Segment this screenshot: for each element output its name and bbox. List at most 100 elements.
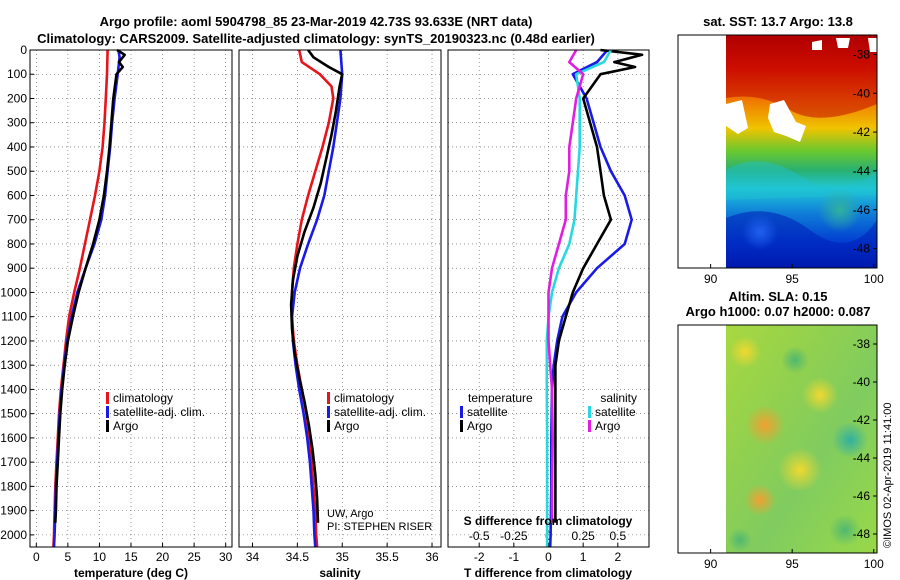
legend-s-argo-label: Argo [595,419,621,433]
salinity-legend: climatology satellite-adj. clim. Argo [327,391,426,433]
temperature-x-axis-label: temperature (deg C) [74,566,188,580]
x-tick-label: 34 [246,550,260,564]
sla-anomaly-blob [745,405,785,445]
salinity-x-axis-label: salinity [319,566,361,580]
sla-map-title-line2: Argo h1000: 0.07 h2000: 0.087 [686,304,871,319]
legend-argo-swatch [106,420,109,432]
latitude-tick-label: -46 [853,489,871,503]
longitude-tick-label: 100 [864,272,884,286]
x-tick-label: 2 [614,550,621,564]
latitude-tick-label: -44 [853,451,871,465]
depth-tick-label: 1300 [0,358,27,372]
legend-satellite-label: satellite-adj. clim. [113,405,205,419]
legend-t-argo-label: Argo [467,419,493,433]
temperature-panel: 0100200300400500600700800900100011001200… [0,43,232,580]
depth-tick-label: 1900 [0,504,27,518]
legend-satellite-label: satellite-adj. clim. [334,405,426,419]
sst-cloud-mask [836,38,850,48]
credit-text: ©IMOS 02-Apr-2019 11:41:00 [882,403,894,548]
depth-tick-label: 1700 [0,455,27,469]
salinity-panel-background [239,50,441,547]
sst-cloud-mask [868,38,877,52]
sst-cloud-mask [726,100,748,134]
temperature-legend: climatology satellite-adj. clim. Argo [106,391,205,433]
sla-map-panel: Altim. SLA: 0.15 Argo h1000: 0.07 h2000:… [677,289,884,571]
sst-front-warm [726,35,877,118]
difference-panel-frame [447,49,650,548]
x-tick-label: 15 [124,550,138,564]
difference-x-axis-label: T difference from climatology [464,566,632,580]
legend-t-satellite-swatch [460,406,463,418]
sla-map-frame [677,324,878,554]
x-tick-label: 0 [545,550,552,564]
legend-argo-swatch [327,420,330,432]
longitude-tick-label: 90 [704,272,718,286]
depth-tick-label: 1600 [0,431,27,445]
latitude-tick-label: -40 [853,375,871,389]
s-diff-tick-label: 0.25 [571,529,595,543]
sla-map-title-line1: Altim. SLA: 0.15 [729,289,828,304]
sst-map-frame [677,34,878,269]
latitude-tick-label: -40 [853,86,871,100]
sst-eddy-blob [818,188,862,232]
legend-satellite-swatch [327,406,330,418]
temperature-panel-frame [29,49,233,548]
depth-tick-label: 1400 [0,382,27,396]
sst-eddy-blob [742,214,778,250]
depth-tick-label: 200 [7,91,27,105]
x-tick-label: 10 [93,550,107,564]
pi-annotation-line2: PI: STEPHEN RISER [327,521,432,533]
salinity-panel: 34 34.5 35 35.5 36 salinity climatology sate… [238,49,442,580]
sst-map-panel: sat. SST: 13.7 Argo: 13.8 -38 -40 -42 -44 -4… [677,14,884,286]
legend-climatology-label: climatology [334,391,394,405]
sla-anomaly-blob [802,377,838,413]
x-tick-label: 20 [156,550,170,564]
legend-s-satellite-swatch [588,406,591,418]
depth-tick-label: 1200 [0,334,27,348]
sla-field [726,325,877,553]
legend-s-satellite-label: satellite [595,405,636,419]
series-line-satellite-adj-clim- [290,49,344,548]
depth-tick-label: 900 [7,261,27,275]
latitude-tick-label: -48 [853,242,871,256]
depth-tick-label: 700 [7,213,27,227]
x-tick-label: 30 [219,550,233,564]
legend-t-argo-swatch [460,420,463,432]
latitude-tick-label: -42 [853,125,871,139]
s-diff-tick-label: 0.5 [609,529,626,543]
legend-satellite-swatch [106,406,109,418]
legend-climatology-swatch [327,392,330,404]
depth-tick-label: 400 [7,140,27,154]
longitude-tick-label: 95 [786,557,800,571]
latitude-tick-label: -48 [853,527,871,541]
depth-tick-label: 500 [7,164,27,178]
x-tick-label: 5 [65,550,72,564]
figure-title-line2: Climatology: CARS2009. Satellite-adjuste… [37,31,595,46]
latitude-tick-label: -44 [853,164,871,178]
legend-argo-label: Argo [113,419,139,433]
sla-anomaly-blob [729,336,761,368]
x-tick-label: 1 [580,550,587,564]
depth-tick-label: 800 [7,237,27,251]
depth-tick-label: 1000 [0,285,27,299]
difference-legend: temperature salinity satellite Argo sate… [460,391,637,433]
latitude-tick-label: -38 [853,337,871,351]
s-diff-tick-label: -0.25 [500,529,528,543]
legend-t-satellite-label: satellite [467,405,508,419]
sla-anomaly-blob [728,528,752,552]
sst-cloud-mask [768,100,806,142]
depth-tick-label: 1800 [0,479,27,493]
depth-tick-label: 1100 [1,310,27,324]
legend-temperature-header: temperature [468,391,533,405]
x-tick-label: 25 [187,550,201,564]
difference-panel: -2 -1 0 1 2 -0.5 -0.25 0 0.25 0.5 T difference f… [447,48,650,580]
legend-s-argo-swatch [588,420,591,432]
series-line-s-argo [547,49,585,523]
depth-tick-label: 300 [7,116,27,130]
difference-top-axis-label: S difference from climatology [464,514,633,528]
x-tick-label: 36 [425,550,439,564]
sla-anomaly-blob [832,422,868,458]
depth-tick-label: 100 [7,67,27,81]
x-tick-label: -1 [509,550,520,564]
